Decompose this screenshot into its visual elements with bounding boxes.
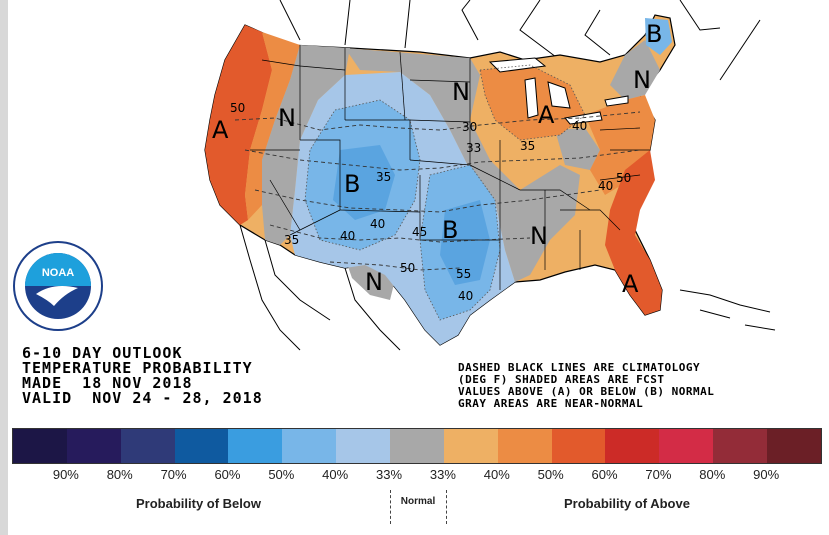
normal-divider-left (390, 490, 391, 524)
legend-percent-label: 90% (753, 467, 780, 482)
map-label: B (442, 216, 458, 244)
legend-swatch (767, 429, 821, 463)
note-line: (DEG F) SHADED AREAS ARE FCST (458, 373, 665, 386)
map-label: B (344, 170, 360, 198)
legend-percent-label: 70% (160, 467, 187, 482)
canada-borders (279, 0, 761, 81)
map-label: 40 (572, 119, 587, 133)
map-label: 45 (412, 225, 427, 239)
legend-percent-label: 33% (376, 467, 403, 482)
climatology-lines (234, 111, 641, 271)
above-southeast (605, 150, 662, 315)
map-label: N (365, 268, 383, 296)
probability-contours (304, 64, 586, 321)
legend-percent-label: 33% (429, 467, 456, 482)
outlook-valid: VALID NOV 24 - 28, 2018 (22, 389, 263, 407)
legend-swatch (605, 429, 660, 463)
below-maine (645, 18, 672, 55)
legend-swatch (497, 429, 552, 463)
mexico-outline (239, 224, 401, 351)
map-label: N (452, 78, 470, 106)
legend-swatch (443, 429, 498, 463)
outlook-subtitle: TEMPERATURE PROBABILITY (22, 359, 253, 377)
legend-swatch (659, 429, 714, 463)
legend-percent-label: 50% (537, 467, 564, 482)
map-label: A (538, 101, 555, 129)
below-dark-region-south (440, 200, 490, 285)
map-label: 40 (370, 217, 385, 231)
map-label: 35 (520, 139, 535, 153)
below-caption: Probability of Below (136, 496, 261, 511)
map-notes: DASHED BLACK LINES ARE CLIMATOLOGY (DEG … (458, 362, 714, 410)
map-label: 35 (376, 170, 391, 184)
map-label: 30 (462, 120, 477, 134)
legend-percent-label: 60% (591, 467, 618, 482)
map-label: N (633, 66, 651, 94)
gray-south-texas (345, 258, 395, 300)
legend-percent-label: 90% (52, 467, 79, 482)
category-letters: A N B B N N A B N A N (212, 20, 662, 298)
contour-numbers: 50 35 35 40 40 45 50 55 40 30 33 35 40 4… (230, 101, 631, 303)
map-label: 40 (458, 289, 473, 303)
map-label: 50 (400, 261, 415, 275)
outlook-info: 6-10 DAY OUTLOOK TEMPERATURE PROBABILITY… (22, 346, 263, 406)
map-label: N (530, 222, 548, 250)
note-line: VALUES ABOVE (A) OR BELOW (B) NORMAL (458, 385, 715, 398)
gray-west (262, 45, 350, 245)
legend-swatch (174, 429, 229, 463)
normal-divider-right (446, 490, 447, 524)
caribbean-islands (679, 289, 776, 331)
gray-north-central (345, 48, 580, 282)
legend-swatch (336, 429, 391, 463)
map-label: 40 (340, 229, 355, 243)
note-line: GRAY AREAS ARE NEAR-NORMAL (458, 397, 644, 410)
west-coast-above (205, 25, 272, 225)
map-label: 55 (456, 267, 471, 281)
gray-ohio (555, 128, 600, 170)
map-label: A (212, 116, 229, 144)
legend-percent-label: 80% (699, 467, 726, 482)
legend-swatch (120, 429, 175, 463)
legend-swatch (13, 429, 67, 463)
map-label: 35 (284, 233, 299, 247)
noaa-logo: NOAA (13, 241, 103, 331)
color-legend (12, 428, 822, 464)
legend-swatch (228, 429, 283, 463)
below-dark-region-west (333, 145, 395, 220)
map-label: 40 (598, 179, 613, 193)
above-caption: Probability of Above (564, 496, 690, 511)
legend-swatch (713, 429, 768, 463)
map-label: N (278, 104, 296, 132)
noaa-logo-text: NOAA (42, 267, 74, 279)
outlook-title: 6-10 DAY OUTLOOK (22, 344, 183, 362)
map-label: 50 (616, 171, 631, 185)
legend-percent-label: 40% (322, 467, 349, 482)
legend-swatch (282, 429, 337, 463)
note-line: DASHED BLACK LINES ARE CLIMATOLOGY (458, 361, 701, 374)
legend-percent-label: 40% (483, 467, 510, 482)
legend-swatch (551, 429, 606, 463)
legend-percent-label: 60% (214, 467, 241, 482)
state-borders (250, 45, 650, 290)
legend-percent-label: 50% (268, 467, 295, 482)
outlook-made: MADE 18 NOV 2018 (22, 374, 193, 392)
legend-percent-label: 70% (645, 467, 672, 482)
great-lakes (488, 57, 629, 125)
map-label: A (622, 270, 639, 298)
legend-percent-label: 80% (106, 467, 133, 482)
legend-swatch (390, 429, 444, 463)
map-label: 50 (230, 101, 245, 115)
legend-swatch (66, 429, 121, 463)
west-mid-above (245, 32, 300, 220)
gray-northeast (610, 40, 660, 100)
map-label: B (646, 20, 662, 48)
normal-caption: Normal (400, 496, 436, 507)
map-label: 33 (466, 141, 481, 155)
left-frame-edge (0, 0, 8, 535)
